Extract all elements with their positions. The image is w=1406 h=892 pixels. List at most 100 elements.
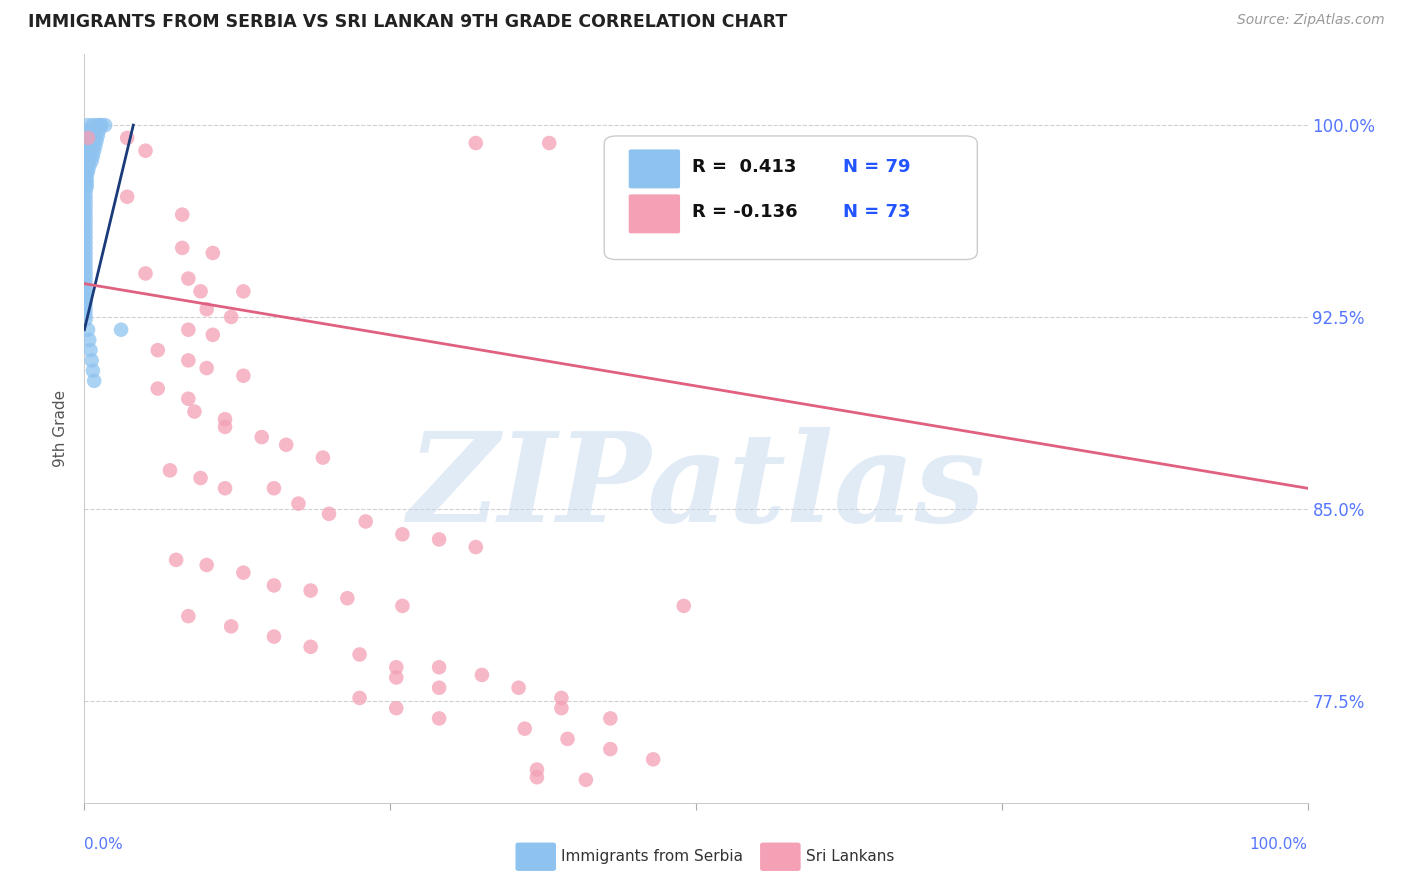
- Point: [538, 136, 561, 150]
- Point: [526, 763, 548, 777]
- Point: [75, 194, 97, 209]
- Point: [79, 128, 101, 143]
- Point: [77, 138, 100, 153]
- Point: [177, 609, 200, 624]
- Point: [177, 271, 200, 285]
- Point: [557, 731, 579, 746]
- Point: [427, 711, 450, 725]
- Text: 100.0%: 100.0%: [1250, 837, 1308, 852]
- Point: [76, 169, 98, 184]
- Point: [385, 660, 408, 674]
- Point: [77, 323, 100, 337]
- Point: [599, 711, 621, 725]
- Point: [82, 363, 104, 377]
- Point: [312, 450, 335, 465]
- Point: [427, 533, 450, 547]
- Point: [77, 133, 100, 147]
- Point: [80, 123, 103, 137]
- Point: [250, 430, 273, 444]
- Point: [80, 138, 103, 153]
- Point: [172, 208, 194, 222]
- Point: [87, 123, 110, 137]
- Text: 0.0%: 0.0%: [84, 837, 124, 852]
- Point: [513, 722, 536, 736]
- Point: [464, 540, 486, 554]
- Point: [391, 527, 413, 541]
- Point: [427, 681, 450, 695]
- Point: [232, 368, 254, 383]
- Point: [80, 353, 103, 368]
- Point: [94, 118, 117, 132]
- FancyBboxPatch shape: [605, 136, 977, 260]
- Point: [599, 742, 621, 756]
- Point: [75, 251, 97, 265]
- Point: [79, 144, 101, 158]
- Point: [299, 640, 322, 654]
- Point: [214, 412, 236, 426]
- Point: [75, 174, 97, 188]
- Point: [75, 307, 97, 321]
- Point: [195, 558, 218, 572]
- Point: [287, 497, 309, 511]
- Point: [77, 164, 100, 178]
- Point: [75, 241, 97, 255]
- Point: [177, 392, 200, 406]
- FancyBboxPatch shape: [628, 194, 681, 234]
- Point: [550, 690, 572, 705]
- Point: [201, 246, 224, 260]
- Point: [391, 599, 413, 613]
- Point: [195, 361, 218, 376]
- Point: [90, 118, 112, 132]
- Point: [115, 190, 138, 204]
- Point: [75, 215, 97, 229]
- Point: [190, 471, 212, 485]
- Point: [349, 690, 371, 705]
- Point: [183, 404, 205, 418]
- Point: [75, 312, 97, 326]
- Point: [110, 323, 132, 337]
- Point: [75, 169, 97, 184]
- Text: Sri Lankans: Sri Lankans: [806, 849, 894, 864]
- Text: R = -0.136: R = -0.136: [692, 203, 799, 221]
- Point: [83, 374, 105, 388]
- Point: [76, 138, 98, 153]
- Point: [115, 131, 138, 145]
- Point: [75, 159, 97, 173]
- Point: [76, 164, 98, 178]
- Point: [643, 752, 665, 766]
- FancyBboxPatch shape: [761, 843, 800, 871]
- Point: [75, 261, 97, 276]
- Text: IMMIGRANTS FROM SERBIA VS SRI LANKAN 9TH GRADE CORRELATION CHART: IMMIGRANTS FROM SERBIA VS SRI LANKAN 9TH…: [28, 13, 787, 31]
- Point: [575, 772, 598, 787]
- Point: [84, 138, 107, 153]
- Point: [75, 302, 97, 317]
- Point: [77, 159, 100, 173]
- Point: [76, 159, 98, 173]
- Point: [318, 507, 340, 521]
- Point: [79, 149, 101, 163]
- Point: [75, 256, 97, 270]
- Point: [87, 128, 110, 143]
- Point: [75, 282, 97, 296]
- Point: [232, 566, 254, 580]
- Point: [76, 179, 98, 194]
- Point: [75, 179, 97, 194]
- Point: [508, 681, 530, 695]
- Point: [214, 420, 236, 434]
- Point: [76, 128, 98, 143]
- FancyBboxPatch shape: [628, 150, 681, 188]
- Point: [219, 619, 242, 633]
- Point: [464, 136, 486, 150]
- Point: [82, 149, 104, 163]
- Text: Source: ZipAtlas.com: Source: ZipAtlas.com: [1237, 13, 1385, 28]
- Point: [263, 630, 285, 644]
- Point: [89, 118, 111, 132]
- Point: [75, 230, 97, 244]
- Point: [75, 267, 97, 281]
- Point: [82, 118, 104, 132]
- Point: [165, 553, 187, 567]
- Text: R =  0.413: R = 0.413: [692, 159, 797, 177]
- Text: N = 73: N = 73: [842, 203, 910, 221]
- Point: [86, 133, 108, 147]
- Point: [232, 285, 254, 299]
